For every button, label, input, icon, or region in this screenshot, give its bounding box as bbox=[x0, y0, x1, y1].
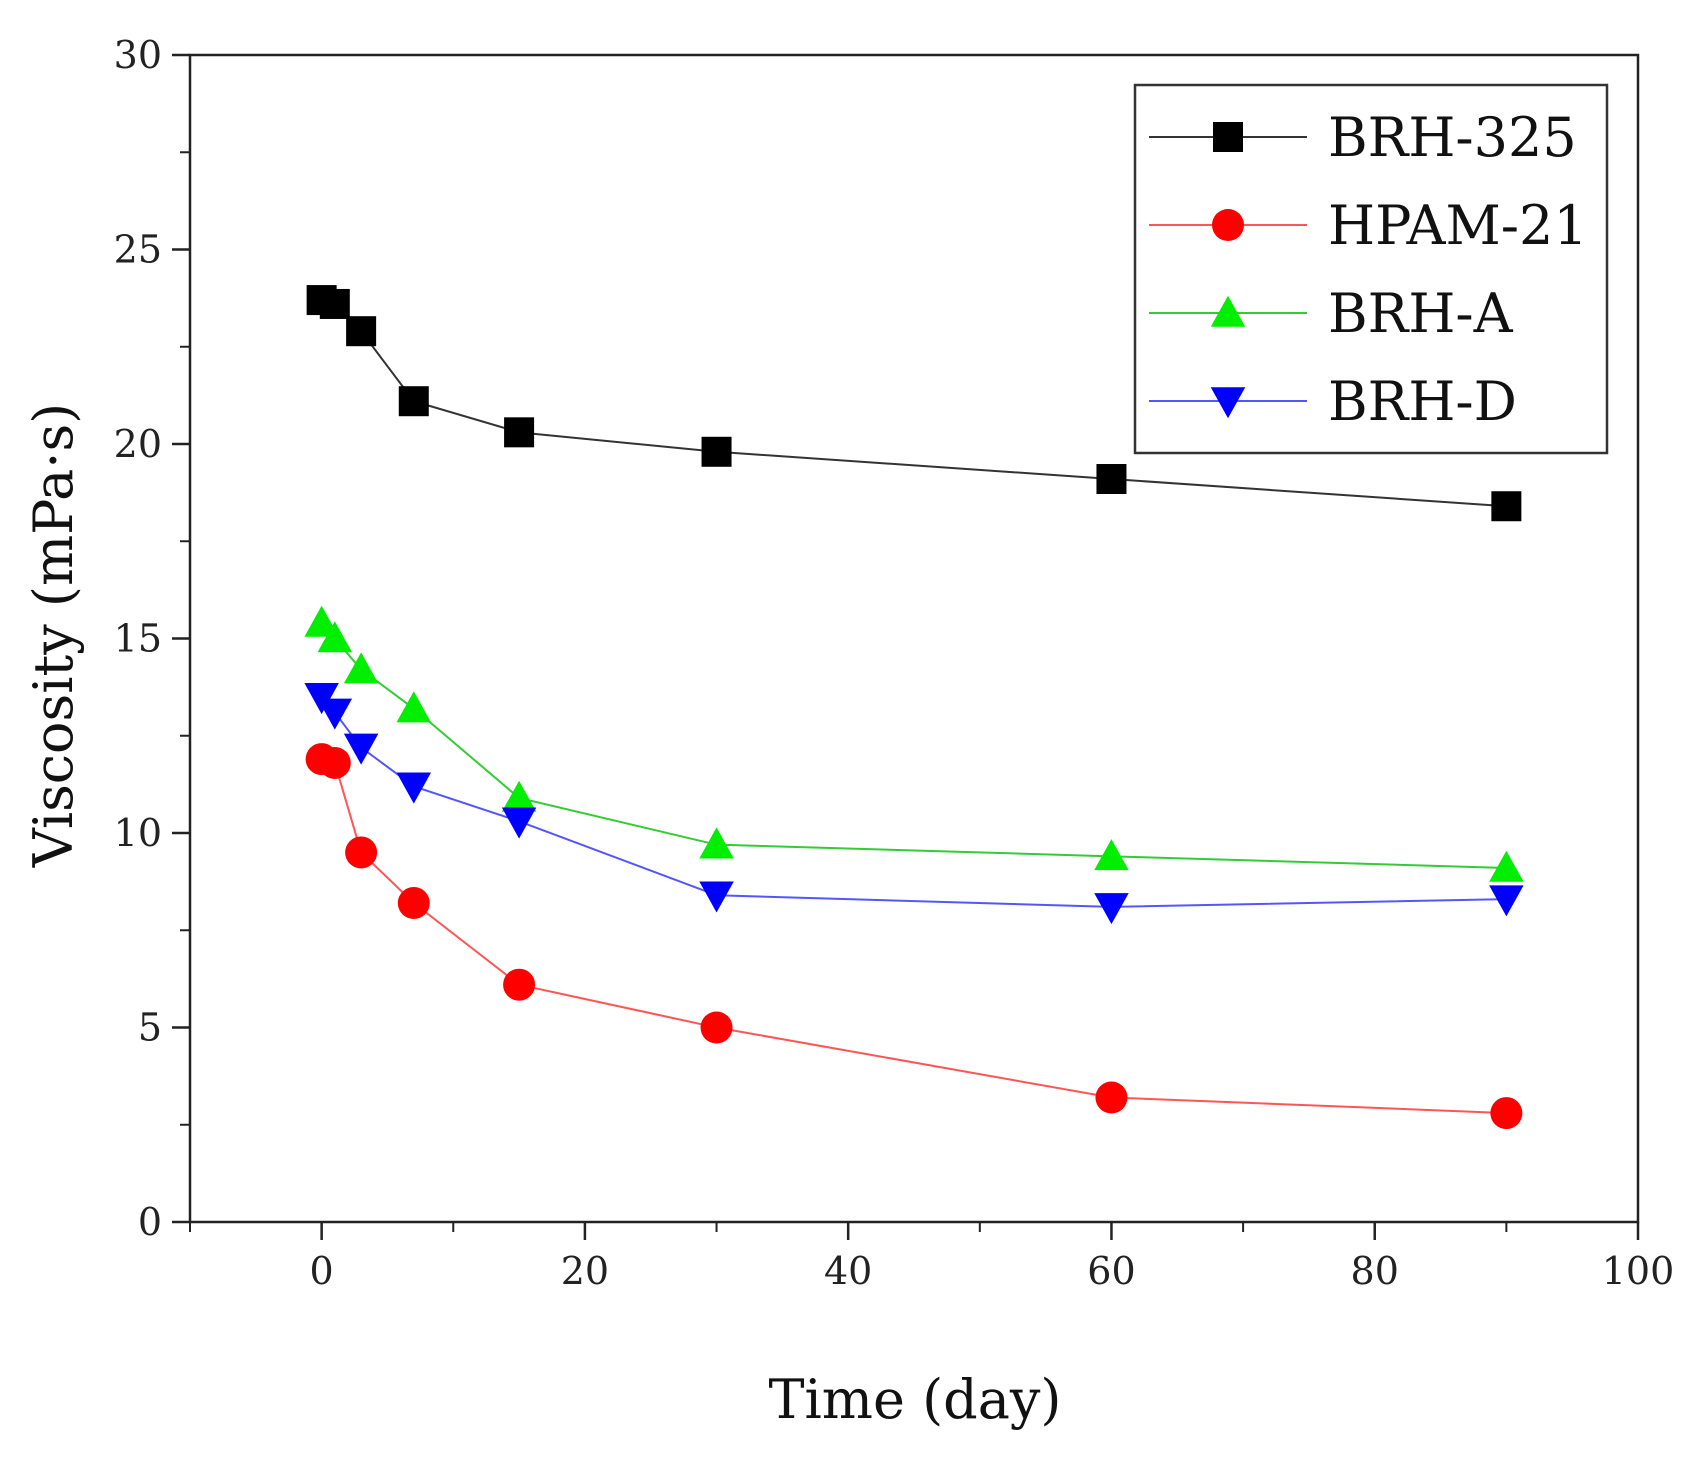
legend-marker bbox=[1212, 209, 1244, 241]
y-axis-title: Viscosity (mPa·s) bbox=[22, 403, 85, 868]
data-point-hpam-21 bbox=[345, 836, 378, 869]
x-tick-label: 100 bbox=[1602, 1249, 1675, 1293]
data-point-brh-d bbox=[699, 881, 734, 913]
y-tick-label: 30 bbox=[114, 33, 162, 77]
x-tick-label: 80 bbox=[1351, 1249, 1399, 1293]
y-tick-label: 20 bbox=[114, 422, 162, 466]
x-tick-label: 60 bbox=[1087, 1249, 1135, 1293]
legend-marker bbox=[1213, 122, 1243, 152]
data-point-hpam-21 bbox=[700, 1011, 733, 1044]
data-point-brh-325 bbox=[1096, 464, 1127, 495]
legend-entry-brh-325: BRH-325 bbox=[1149, 106, 1577, 169]
data-point-brh-325 bbox=[398, 386, 429, 417]
y-tick-label: 5 bbox=[138, 1006, 162, 1050]
y-tick-label: 25 bbox=[114, 228, 162, 272]
data-point-brh-a bbox=[501, 780, 537, 812]
legend-label: BRH-D bbox=[1328, 370, 1517, 433]
legend-entry-brh-d: BRH-D bbox=[1149, 370, 1517, 433]
series-brh-325 bbox=[306, 285, 1522, 522]
y-tick-label: 10 bbox=[114, 811, 162, 855]
legend-label: BRH-A bbox=[1328, 282, 1514, 345]
data-point-hpam-21 bbox=[397, 887, 430, 920]
legend-marker bbox=[1210, 387, 1246, 419]
data-point-brh-325 bbox=[1491, 491, 1522, 522]
x-tick-label: 40 bbox=[824, 1249, 872, 1293]
legend: BRH-325 HPAM-21 BRH-A BRH-D bbox=[1133, 83, 1609, 455]
legend-marker bbox=[1210, 295, 1246, 327]
data-point-brh-a bbox=[317, 621, 353, 653]
data-point-brh-a bbox=[1094, 839, 1129, 871]
data-point-brh-325 bbox=[319, 288, 350, 319]
legend-entry-brh-a: BRH-A bbox=[1149, 282, 1514, 345]
legend-label: HPAM-21 bbox=[1328, 194, 1588, 257]
y-tick-label: 15 bbox=[114, 617, 162, 661]
data-point-hpam-21 bbox=[318, 746, 351, 779]
series-brh-a bbox=[304, 605, 1524, 882]
data-point-brh-d bbox=[317, 698, 353, 730]
x-tick-label: 0 bbox=[310, 1249, 334, 1293]
data-point-brh-d bbox=[343, 733, 379, 765]
data-point-brh-325 bbox=[504, 417, 535, 448]
data-point-brh-a bbox=[343, 652, 379, 684]
data-point-brh-d bbox=[501, 807, 537, 839]
x-tick-label: 20 bbox=[561, 1249, 609, 1293]
data-point-hpam-21 bbox=[1095, 1081, 1128, 1114]
x-axis-title: Time (day) bbox=[768, 1368, 1061, 1431]
data-point-brh-d bbox=[304, 683, 339, 715]
data-point-brh-a bbox=[1489, 850, 1524, 882]
data-point-hpam-21 bbox=[1490, 1097, 1523, 1130]
series-brh-d bbox=[304, 683, 1524, 925]
legend-label: BRH-325 bbox=[1328, 106, 1577, 169]
axis-ticks: 0 5 10 15 20 25 30 0 20 40 60 80 100 bbox=[114, 33, 1675, 1293]
series-hpam-21 bbox=[305, 743, 1523, 1130]
data-point-brh-d bbox=[1094, 893, 1129, 925]
legend-entry-hpam-21: HPAM-21 bbox=[1149, 194, 1588, 257]
data-point-brh-a bbox=[699, 827, 734, 859]
data-point-hpam-21 bbox=[503, 968, 536, 1001]
data-point-brh-325 bbox=[346, 316, 377, 347]
data-point-brh-325 bbox=[701, 436, 732, 467]
data-point-brh-d bbox=[396, 772, 432, 804]
data-point-brh-a bbox=[304, 605, 339, 637]
data-point-brh-a bbox=[396, 691, 432, 723]
y-tick-label: 0 bbox=[138, 1200, 162, 1244]
data-point-brh-d bbox=[1489, 885, 1524, 917]
series-layer bbox=[304, 285, 1524, 1130]
